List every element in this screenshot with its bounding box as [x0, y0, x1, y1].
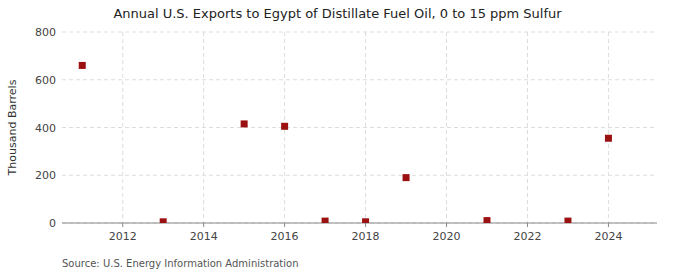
- y-tick-label: 800: [35, 26, 56, 39]
- point: [362, 218, 369, 223]
- x-grid-line: [203, 32, 204, 223]
- x-tick: [608, 223, 609, 227]
- points: [79, 62, 612, 223]
- y-axis-label: Thousand Barrels: [6, 79, 19, 176]
- x-tick: [122, 223, 123, 227]
- point: [281, 123, 288, 130]
- x-grid-line: [122, 32, 123, 223]
- x-tick: [284, 223, 285, 227]
- x-tick-label: 2022: [513, 230, 541, 243]
- y-tick-label: 0: [49, 217, 56, 230]
- y-grid-line: [62, 175, 657, 176]
- grid: [62, 32, 657, 223]
- point: [605, 135, 612, 142]
- point: [564, 218, 571, 223]
- y-tick-label: 400: [35, 122, 56, 135]
- x-tick: [365, 223, 366, 227]
- point: [403, 174, 410, 181]
- x-grid-line: [365, 32, 366, 223]
- x-tick: [203, 223, 204, 227]
- y-grid-line: [62, 127, 657, 128]
- point: [484, 217, 491, 223]
- y-tick-label: 600: [35, 74, 56, 87]
- annotation: Source: U.S. Energy Information Administ…: [62, 258, 299, 269]
- title: Annual U.S. Exports to Egypt of Distilla…: [113, 6, 562, 21]
- x-grid-line: [608, 32, 609, 223]
- x-tick: [446, 223, 447, 227]
- axes: 0 200 400 600 800 2012 2014 2016 2018 2020 2022 202…: [35, 26, 657, 243]
- x-tick-label: 2018: [352, 230, 380, 243]
- point: [79, 62, 86, 69]
- x-grid-line: [527, 32, 528, 223]
- point: [322, 218, 329, 223]
- x-tick: [527, 223, 528, 227]
- point: [160, 218, 167, 223]
- y-grid-line: [62, 32, 657, 33]
- x-grid-line: [446, 32, 447, 223]
- y-tick-label: 200: [35, 169, 56, 182]
- x-tick-label: 2020: [433, 230, 461, 243]
- point: [241, 120, 248, 127]
- chart-svg: Annual U.S. Exports to Egypt of Distilla…: [0, 0, 675, 275]
- x-tick-label: 2014: [190, 230, 218, 243]
- y-grid-line: [62, 79, 657, 80]
- chart-container: Annual U.S. Exports to Egypt of Distilla…: [0, 0, 675, 275]
- x-tick-label: 2012: [109, 230, 137, 243]
- x-tick-label: 2024: [594, 230, 622, 243]
- x-tick-label: 2016: [271, 230, 299, 243]
